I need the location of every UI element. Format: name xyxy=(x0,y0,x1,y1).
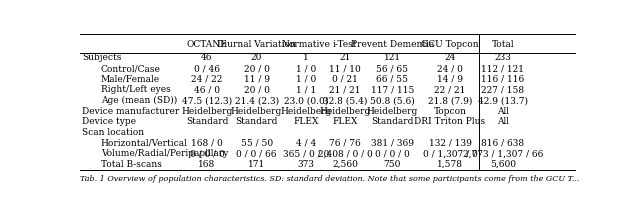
Text: FLEX: FLEX xyxy=(332,117,358,127)
Text: 42.9 (13.7): 42.9 (13.7) xyxy=(478,96,528,105)
Text: Standard: Standard xyxy=(371,117,413,127)
Text: 0 / 0 / 0: 0 / 0 / 0 xyxy=(375,149,410,158)
Text: 24 / 0: 24 / 0 xyxy=(437,64,463,73)
Text: Heidelberg: Heidelberg xyxy=(231,107,282,116)
Text: Total: Total xyxy=(492,40,514,49)
Text: Device type: Device type xyxy=(82,117,136,127)
Text: Subjects: Subjects xyxy=(82,53,122,62)
Text: 1 / 0: 1 / 0 xyxy=(296,64,316,73)
Text: 14 / 9: 14 / 9 xyxy=(437,75,463,84)
Text: 0 / 21: 0 / 21 xyxy=(332,75,358,84)
Text: 750: 750 xyxy=(383,160,401,169)
Text: 2,773 / 1,307 / 66: 2,773 / 1,307 / 66 xyxy=(463,149,543,158)
Text: 20: 20 xyxy=(251,53,262,62)
Text: 32.8 (5.4): 32.8 (5.4) xyxy=(323,96,367,105)
Text: Device manufacturer: Device manufacturer xyxy=(82,107,179,116)
Text: 5,600: 5,600 xyxy=(490,160,516,169)
Text: 1 / 1: 1 / 1 xyxy=(296,85,316,94)
Text: Male/Female: Male/Female xyxy=(101,75,160,84)
Text: 21.8 (7.9): 21.8 (7.9) xyxy=(428,96,472,105)
Text: Topcon: Topcon xyxy=(433,107,467,116)
Text: 55 / 50: 55 / 50 xyxy=(241,139,273,148)
Text: Heidelberg: Heidelberg xyxy=(367,107,418,116)
Text: Age (mean (SD)): Age (mean (SD)) xyxy=(101,96,177,105)
Text: 1 / 0: 1 / 0 xyxy=(296,75,316,84)
Text: 23.0 (0.0): 23.0 (0.0) xyxy=(284,96,328,105)
Text: 24: 24 xyxy=(444,53,456,62)
Text: 21: 21 xyxy=(339,53,351,62)
Text: 50.8 (5.6): 50.8 (5.6) xyxy=(370,96,415,105)
Text: GCU Topcon: GCU Topcon xyxy=(421,40,479,49)
Text: 11 / 10: 11 / 10 xyxy=(329,64,361,73)
Text: 46 / 0: 46 / 0 xyxy=(194,85,220,94)
Text: Normative: Normative xyxy=(282,40,331,49)
Text: 1,578: 1,578 xyxy=(437,160,463,169)
Text: 20 / 0: 20 / 0 xyxy=(244,64,269,73)
Text: Heidelberg: Heidelberg xyxy=(181,107,232,116)
Text: Standard: Standard xyxy=(236,117,278,127)
Text: 227 / 158: 227 / 158 xyxy=(481,85,524,94)
Text: i-Test: i-Test xyxy=(333,40,357,49)
Text: 112 / 121: 112 / 121 xyxy=(481,64,524,73)
Text: 0 / 0 / 0: 0 / 0 / 0 xyxy=(189,149,225,158)
Text: Heidelberg: Heidelberg xyxy=(280,107,332,116)
Text: 21.4 (2.3): 21.4 (2.3) xyxy=(234,96,278,105)
Text: All: All xyxy=(497,107,509,116)
Text: Standard: Standard xyxy=(186,117,228,127)
Text: 0 / 46: 0 / 46 xyxy=(194,64,220,73)
Text: Tab. 1 Overview of population characteristics. SD: standard deviation. Note that: Tab. 1 Overview of population characteri… xyxy=(80,175,579,183)
Text: 233: 233 xyxy=(495,53,511,62)
Text: 4 / 4: 4 / 4 xyxy=(296,139,316,148)
Text: 117 / 115: 117 / 115 xyxy=(371,85,414,94)
Text: FLEX: FLEX xyxy=(294,117,319,127)
Text: 20 / 0: 20 / 0 xyxy=(244,85,269,94)
Text: Prevent Dementia: Prevent Dementia xyxy=(351,40,434,49)
Text: Control/Case: Control/Case xyxy=(101,64,161,73)
Text: 168 / 0: 168 / 0 xyxy=(191,139,223,148)
Text: Total B-scans: Total B-scans xyxy=(101,160,162,169)
Text: 76 / 76: 76 / 76 xyxy=(329,139,361,148)
Text: Diurnal Variation: Diurnal Variation xyxy=(217,40,296,49)
Text: 2,560: 2,560 xyxy=(332,160,358,169)
Text: Scan location: Scan location xyxy=(82,128,144,137)
Text: 22 / 21: 22 / 21 xyxy=(435,85,466,94)
Text: 0 / 0 / 66: 0 / 0 / 66 xyxy=(236,149,277,158)
Text: 373: 373 xyxy=(298,160,315,169)
Text: DRI Triton Plus: DRI Triton Plus xyxy=(415,117,486,127)
Text: 2,408 / 0 / 0: 2,408 / 0 / 0 xyxy=(317,149,372,158)
Text: 21 / 21: 21 / 21 xyxy=(330,85,361,94)
Text: Right/Left eyes: Right/Left eyes xyxy=(101,85,171,94)
Text: 46: 46 xyxy=(201,53,212,62)
Text: 381 / 369: 381 / 369 xyxy=(371,139,413,148)
Text: 47.5 (12.3): 47.5 (12.3) xyxy=(182,96,232,105)
Text: All: All xyxy=(497,117,509,127)
Text: 24 / 22: 24 / 22 xyxy=(191,75,223,84)
Text: 56 / 65: 56 / 65 xyxy=(376,64,408,73)
Text: 0 / 1,307 / 0: 0 / 1,307 / 0 xyxy=(422,149,477,158)
Text: 116 / 116: 116 / 116 xyxy=(481,75,524,84)
Text: 816 / 638: 816 / 638 xyxy=(481,139,524,148)
Text: OCTANE: OCTANE xyxy=(187,40,227,49)
Text: 1: 1 xyxy=(303,53,309,62)
Text: 365 / 0 / 0: 365 / 0 / 0 xyxy=(283,149,330,158)
Text: 132 / 139: 132 / 139 xyxy=(429,139,472,148)
Text: 171: 171 xyxy=(248,160,265,169)
Text: 168: 168 xyxy=(198,160,216,169)
Text: 66 / 55: 66 / 55 xyxy=(376,75,408,84)
Text: Heidelberg: Heidelberg xyxy=(319,107,371,116)
Text: Horizontal/Vertical: Horizontal/Vertical xyxy=(101,139,188,148)
Text: Volume/Radial/Peripapillary: Volume/Radial/Peripapillary xyxy=(101,149,228,158)
Text: 121: 121 xyxy=(383,53,401,62)
Text: 11 / 9: 11 / 9 xyxy=(244,75,269,84)
